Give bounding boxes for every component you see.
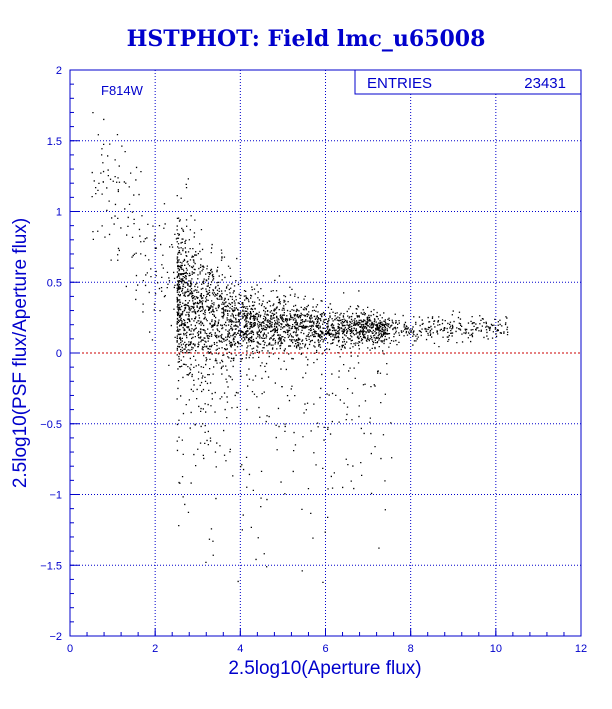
x-tick-label: 10 <box>490 643 502 655</box>
y-tick-label: −2 <box>49 631 62 643</box>
y-tick-label: 1 <box>56 207 62 219</box>
plot-area: 0 2 4 6 8 10 12 −2 −1.5 −1 −0.5 0 0.5 1 1.5 2 <box>40 65 587 655</box>
x-tick-label: 4 <box>237 643 243 655</box>
entries-label: ENTRIES <box>367 75 432 92</box>
x-tick-label: 8 <box>408 643 414 655</box>
scatter-points <box>91 112 509 583</box>
y-tick-label: −0.5 <box>40 419 62 431</box>
axis-ticks: 0 2 4 6 8 10 12 −2 −1.5 −1 −0.5 0 0.5 1 1.5 2 <box>40 65 587 655</box>
y-tick-label: 0 <box>56 348 62 360</box>
entries-box-border <box>354 69 582 95</box>
y-tick-label: 0.5 <box>47 277 62 289</box>
y-tick-label: −1 <box>49 490 62 502</box>
y-tick-label: 2 <box>56 65 62 77</box>
scatter-point <box>91 112 509 583</box>
chart-title: HSTPHOT: Field lmc_u65008 <box>127 26 486 52</box>
y-axis-label: 2.5log10(PSF flux/Aperture flux) <box>10 218 31 488</box>
entries-value: 23431 <box>524 75 566 92</box>
x-tick-label: 2 <box>152 643 158 655</box>
y-tick-label: 1.5 <box>47 136 62 148</box>
entries-box: ENTRIES 23431 <box>354 69 582 95</box>
filter-label: F814W <box>101 83 144 98</box>
x-tick-label: 6 <box>322 643 328 655</box>
x-tick-label: 0 <box>67 643 73 655</box>
y-tick-label: −1.5 <box>40 560 62 572</box>
x-tick-label: 12 <box>575 643 587 655</box>
x-axis-label: 2.5log10(Aperture flux) <box>228 658 421 679</box>
